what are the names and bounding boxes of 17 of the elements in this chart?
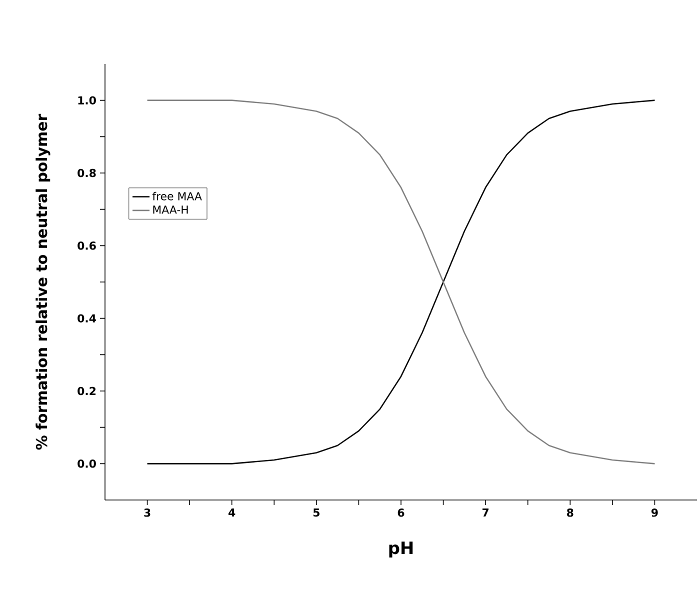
y-tick-label: 0.0 [78,460,96,468]
y-axis-title: % formation relative to neutral polymer [36,114,50,450]
x-tick-label: 9 [651,508,658,517]
y-tick-label: 0.2 [78,386,96,396]
y-tick-label: 1.0 [78,96,96,104]
x-tick-label: 5 [313,508,320,517]
x-tick-label: 6 [398,508,404,517]
x-tick-label: 3 [144,508,150,517]
y-tick-label: 0.6 [78,242,96,250]
legend-label: free MAA [152,192,202,200]
y-tick-label: 0.4 [78,314,96,322]
y-tick-label: 0.8 [78,168,96,178]
x-tick-label: 4 [228,508,236,517]
legend-label: MAA-H [153,206,188,214]
x-tick-label: 7 [482,508,489,517]
x-axis-title: pH [389,542,413,558]
x-tick-label: 8 [567,508,574,517]
